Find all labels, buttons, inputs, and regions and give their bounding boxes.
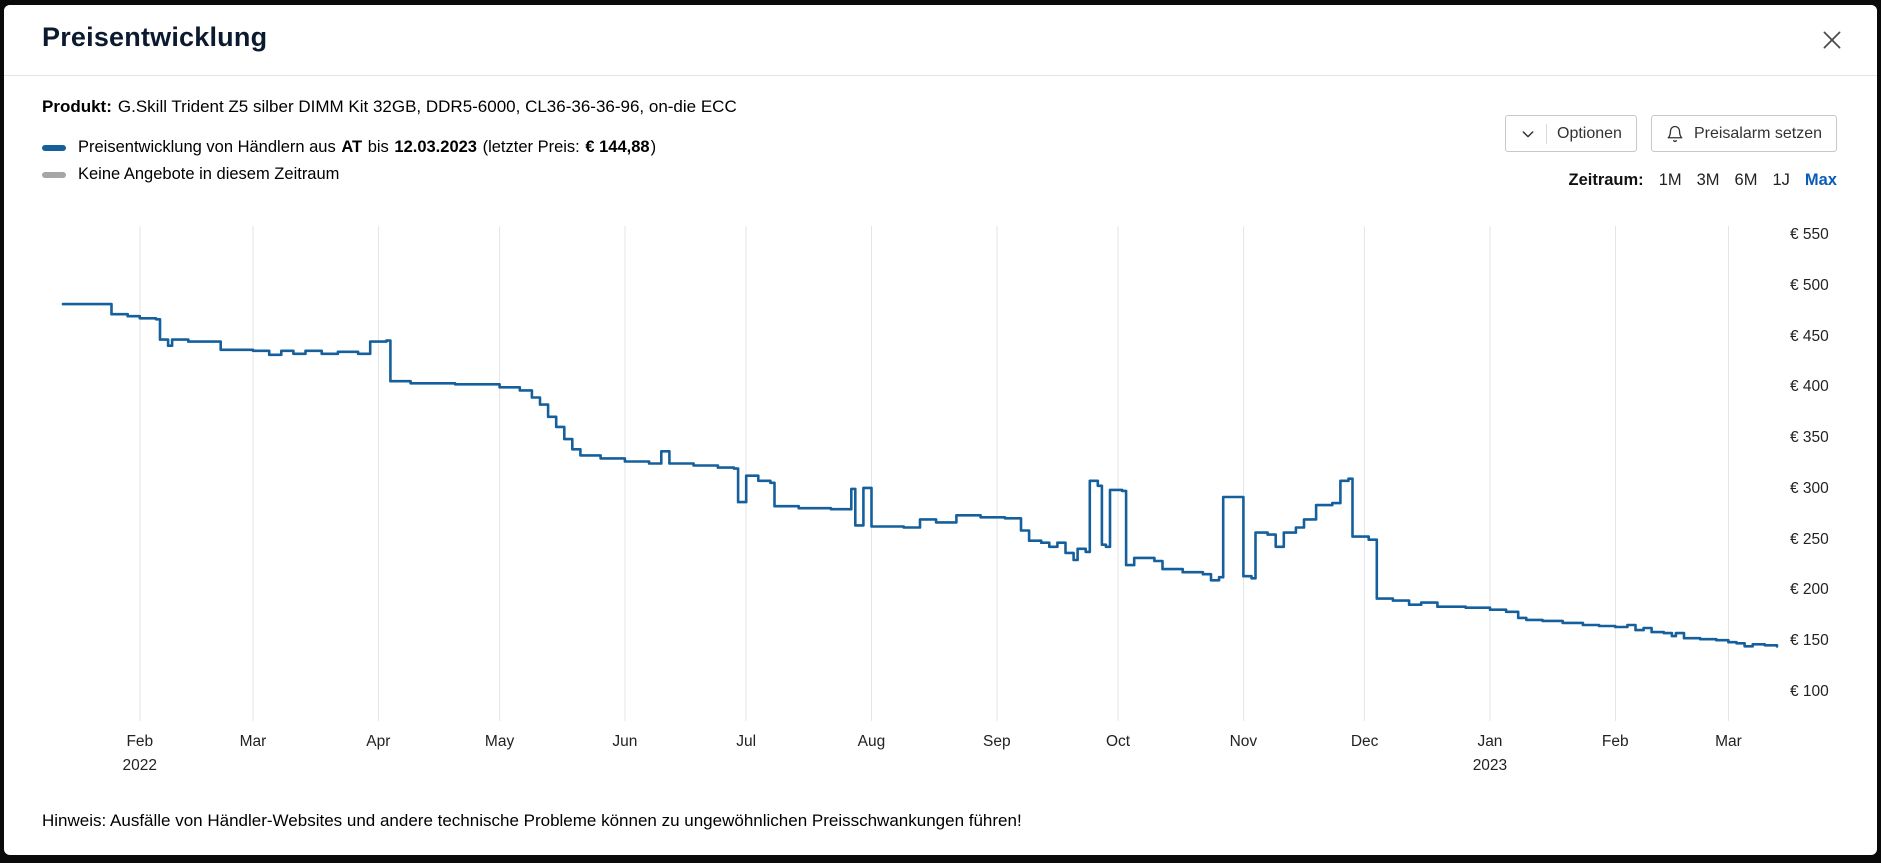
legend-series-row: Preisentwicklung von Händlern aus AT bis… xyxy=(42,134,656,161)
y-axis-label: € 450 xyxy=(1790,327,1829,345)
modal-header: Preisentwicklung xyxy=(4,5,1877,76)
footer-hint: Hinweis: Ausfälle von Händler-Websites u… xyxy=(42,811,1022,830)
x-axis-label: Oct xyxy=(1105,733,1131,750)
page-title: Preisentwicklung xyxy=(42,22,268,52)
options-button-label: Optionen xyxy=(1557,124,1622,142)
y-axis-label: € 300 xyxy=(1790,479,1829,497)
x-axis-label: May xyxy=(484,733,515,750)
no-offers-color-swatch xyxy=(42,171,66,178)
x-axis-label: Dec xyxy=(1350,733,1379,750)
time-range-selector: Zeitraum: 1M 3M 6M 1J Max xyxy=(1569,171,1838,190)
x-axis-label: Sep xyxy=(982,733,1011,750)
y-axis-label: € 400 xyxy=(1790,378,1829,396)
chart-legend: Preisentwicklung von Händlern aus AT bis… xyxy=(42,134,656,188)
button-divider xyxy=(1546,123,1548,144)
y-axis-label: € 350 xyxy=(1790,429,1829,447)
x-axis-label: Jun xyxy=(612,733,638,750)
x-axis-label: Mar xyxy=(1715,733,1742,750)
range-3m[interactable]: 3M xyxy=(1696,171,1720,189)
legend-no-offers-text: Keine Angebote in diesem Zeitraum xyxy=(78,165,340,183)
chevron-down-icon xyxy=(1520,126,1536,142)
x-axis-label: Aug xyxy=(857,733,886,750)
y-axis-label: € 100 xyxy=(1790,683,1829,700)
y-axis-label: € 150 xyxy=(1790,632,1829,650)
options-button[interactable]: Optionen xyxy=(1505,115,1637,152)
close-button[interactable] xyxy=(1813,22,1851,60)
y-axis-label: € 500 xyxy=(1790,276,1829,294)
time-range-label: Zeitraum: xyxy=(1568,171,1644,189)
chart-plot-area[interactable] xyxy=(63,226,1781,721)
x-axis-label: Mar xyxy=(239,733,267,750)
y-axis-label: € 200 xyxy=(1790,581,1829,599)
range-1j[interactable]: 1J xyxy=(1772,171,1790,189)
bell-icon xyxy=(1666,125,1684,143)
x-axis-label: Jan xyxy=(1477,733,1503,750)
x-axis-year-label: 2022 xyxy=(122,757,158,774)
toolbar: Optionen Preisalarm setzen xyxy=(1505,115,1837,152)
series-color-swatch xyxy=(42,144,66,151)
price-alert-button[interactable]: Preisalarm setzen xyxy=(1650,115,1837,152)
x-axis-label: Feb xyxy=(126,733,154,750)
price-history-modal: Preisentwicklung Produkt: G.Skill Trident… xyxy=(4,5,1877,855)
legend-no-offers-row: Keine Angebote in diesem Zeitraum xyxy=(42,161,656,188)
price-alert-button-label: Preisalarm setzen xyxy=(1693,124,1822,142)
range-1m[interactable]: 1M xyxy=(1658,171,1682,189)
product-name: G.Skill Trident Z5 silber DIMM Kit 32GB,… xyxy=(117,97,737,116)
x-axis-label: Jul xyxy=(736,733,757,750)
product-line: Produkt: G.Skill Trident Z5 silber DIMM K… xyxy=(42,97,737,117)
y-axis-label: € 550 xyxy=(1790,226,1829,243)
x-axis-label: Apr xyxy=(366,733,391,750)
x-axis-year-label: 2023 xyxy=(1472,757,1508,774)
close-icon xyxy=(1818,31,1846,57)
x-axis-label: Nov xyxy=(1229,733,1258,750)
range-max[interactable]: Max xyxy=(1804,171,1837,189)
legend-series-text: Preisentwicklung von Händlern aus AT bis… xyxy=(78,138,657,156)
range-6m[interactable]: 6M xyxy=(1734,171,1758,189)
y-axis-label: € 250 xyxy=(1790,530,1829,548)
x-axis-label: Feb xyxy=(1601,733,1629,750)
product-label: Produkt: xyxy=(42,97,112,116)
